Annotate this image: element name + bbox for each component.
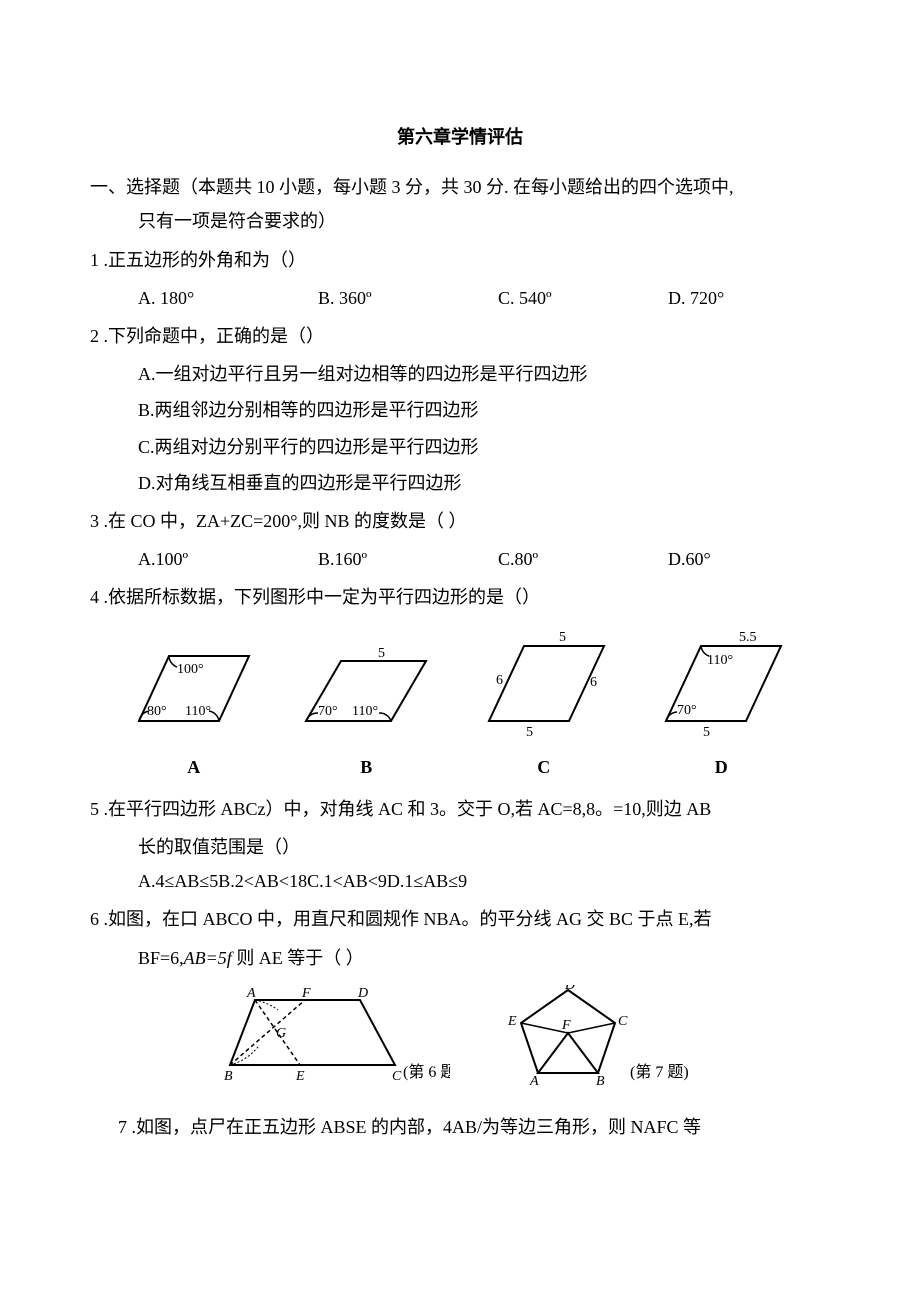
q3-opt-b: B.160º [318, 542, 498, 576]
q2-opt-d: D.对角线互相垂直的四边形是平行四边形 [90, 466, 830, 500]
fig7-E: E [507, 1014, 517, 1029]
fig7-B: B [596, 1074, 605, 1085]
page-title: 第六章学情评估 [90, 120, 830, 154]
q7-figure: D E F C A B (第 7 题) [490, 985, 700, 1096]
q2-num: 2 [90, 326, 99, 346]
q4-line: 4 .依据所标数据，下列图形中一定为平行四边形的是（） [90, 580, 830, 614]
q3-opt-a: A.100º [138, 542, 318, 576]
q4c-bottom: 5 [526, 725, 533, 736]
q5-stem2: 长的取值范围是（） [90, 830, 830, 864]
q4c-label: C [474, 750, 614, 784]
q1-line: 1 .正五边形的外角和为（） [90, 243, 830, 277]
q4b-top: 5 [378, 646, 385, 661]
q2-opt-b: B.两组邻边分别相等的四边形是平行四边形 [90, 393, 830, 427]
q4d-angle1: 110° [707, 653, 733, 668]
fig7-caption: (第 7 题) [630, 1063, 689, 1081]
fig6-D: D [357, 986, 368, 1001]
q1-opt-b: B. 360º [318, 281, 498, 315]
q4-fig-c: 5 6 6 5 C [474, 626, 614, 783]
q6-stem2-pre: BF=6, [138, 948, 184, 968]
q1-stem: .正五边形的外角和为（） [99, 250, 306, 270]
q2-opt-c: C.两组对边分别平行的四边形是平行四边形 [90, 430, 830, 464]
q5-line1: 5 .在平行四边形 ABCz）中，对角线 AC 和 3。交于 O,若 AC=8,… [90, 792, 830, 826]
q4-fig-a: 100° 80° 110° A [129, 641, 259, 783]
q3-line: 3 .在 CO 中，ZA+ZC=200°,则 NB 的度数是（ ） [90, 504, 830, 538]
fig6-A: A [246, 986, 256, 1001]
q1-opt-c: C. 540º [498, 281, 668, 315]
q4-fig-d: 5.5 110° 70° 5 D [651, 626, 791, 783]
q6-q7-figures-row: A F D G B E C (第 6 题) D E F C A [90, 975, 830, 1106]
q4-figures-row: 100° 80° 110° A 5 70° 110° B 5 6 [90, 618, 830, 787]
q4-fig-b: 5 70° 110° B [296, 641, 436, 783]
q4d-label: D [651, 750, 791, 784]
q7-num: 7 [118, 1117, 127, 1137]
fig7-F: F [561, 1018, 571, 1033]
q6-stem2-post: 则 AE 等于（ ） [232, 948, 364, 968]
section-intro-line2: 只有一项是符合要求的） [90, 204, 830, 238]
q2-line: 2 .下列命题中，正确的是（） [90, 319, 830, 353]
q1-num: 1 [90, 250, 99, 270]
q6-figure: A F D G B E C (第 6 题) [220, 985, 450, 1096]
q4d-angle2: 70° [677, 703, 697, 718]
q1-opt-d: D. 720° [668, 281, 818, 315]
q2-stem: .下列命题中，正确的是（） [99, 326, 324, 346]
fig6-B: B [224, 1069, 233, 1084]
q6-num: 6 [90, 909, 99, 929]
q3-num: 3 [90, 511, 99, 531]
fig6-F: F [301, 986, 311, 1001]
q4c-left: 6 [496, 673, 503, 688]
q5-opts-text: A.4≤AB≤5B.2<AB<18C.1<AB<9D.1≤AB≤9 [138, 871, 467, 891]
q6-line1: 6 .如图，在口 ABCO 中，用直尺和圆规作 NBA。的平分线 AG 交 BC… [90, 902, 830, 936]
fig7-A: A [529, 1074, 539, 1085]
q4d-bottom: 5 [703, 725, 710, 736]
q4b-angle1: 70° [318, 704, 338, 719]
q7-stem: .如图，点尸在正五边形 ABSE 的内部，4AB/为等边三角形，则 NAFC 等 [127, 1117, 701, 1137]
q4a-angle2: 80° [147, 704, 167, 719]
q6-stem2-ital: AB=5f [184, 948, 232, 968]
q4-stem: .依据所标数据，下列图形中一定为平行四边形的是（） [99, 587, 540, 607]
fig7-D: D [564, 985, 575, 993]
q4a-label: A [129, 750, 259, 784]
q3-stem: .在 CO 中，ZA+ZC=200°,则 NB 的度数是（ ） [99, 511, 467, 531]
fig6-G: G [276, 1026, 286, 1041]
q6-stem1: .如图，在口 ABCO 中，用直尺和圆规作 NBA。的平分线 AG 交 BC 于… [99, 909, 712, 929]
q3-opt-c: C.80º [498, 542, 668, 576]
q1-opt-a: A. 180° [138, 281, 318, 315]
q4b-angle2: 110° [352, 704, 378, 719]
q2-opt-a: A.一组对边平行且另一组对边相等的四边形是平行四边形 [90, 357, 830, 391]
q3-opt-d: D.60° [668, 542, 818, 576]
fig6-caption: (第 6 题) [403, 1063, 450, 1081]
q5-num: 5 [90, 799, 99, 819]
section-intro-line1: 一、选择题（本题共 10 小题，每小题 3 分，共 30 分. 在每小题给出的四… [90, 170, 830, 204]
q4-num: 4 [90, 587, 99, 607]
q4b-label: B [296, 750, 436, 784]
q4a-angle3: 110° [185, 704, 211, 719]
q4c-top: 5 [559, 630, 566, 645]
q4c-right: 6 [590, 675, 597, 690]
q5-stem1: .在平行四边形 ABCz）中，对角线 AC 和 3。交于 O,若 AC=8,8。… [99, 799, 711, 819]
q4a-angle1: 100° [177, 662, 204, 677]
fig7-C: C [618, 1014, 628, 1029]
q4d-top: 5.5 [739, 630, 757, 645]
q7-line: 7 .如图，点尸在正五边形 ABSE 的内部，4AB/为等边三角形，则 NAFC… [90, 1110, 830, 1144]
q6-line2: BF=6,AB=5f 则 AE 等于（ ） [90, 941, 830, 975]
fig6-E: E [295, 1069, 305, 1084]
fig6-C: C [392, 1069, 402, 1084]
q5-opts: A.4≤AB≤5B.2<AB<18C.1<AB<9D.1≤AB≤9 [90, 864, 830, 898]
